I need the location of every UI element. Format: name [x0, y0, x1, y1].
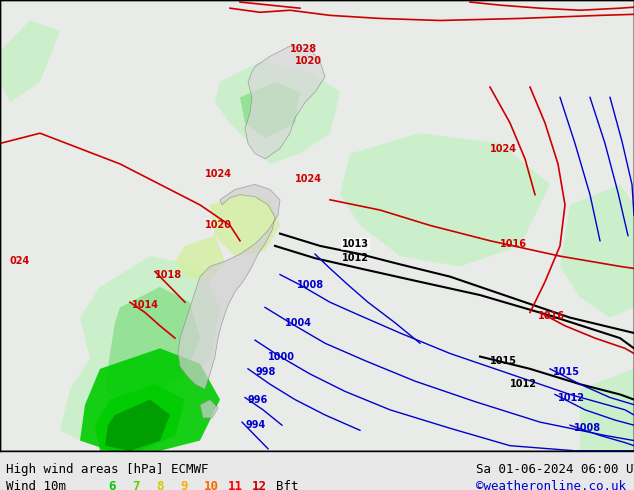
Text: 10: 10: [204, 480, 219, 490]
Polygon shape: [210, 195, 280, 256]
Polygon shape: [105, 399, 170, 451]
Text: 6: 6: [108, 480, 115, 490]
Text: 1008: 1008: [297, 280, 324, 290]
Text: 024: 024: [10, 256, 30, 266]
Text: 996: 996: [248, 394, 268, 405]
Text: ©weatheronline.co.uk: ©weatheronline.co.uk: [476, 480, 626, 490]
Text: 12: 12: [252, 480, 268, 490]
Text: 1018: 1018: [155, 270, 182, 280]
Text: 1015: 1015: [490, 356, 517, 366]
Text: 1016: 1016: [500, 239, 527, 249]
Text: 8: 8: [156, 480, 164, 490]
Polygon shape: [60, 256, 220, 441]
Text: 1008: 1008: [574, 423, 601, 433]
Text: Wind 10m: Wind 10m: [6, 480, 67, 490]
Text: 1012: 1012: [342, 253, 369, 263]
Polygon shape: [105, 287, 200, 405]
Text: 11: 11: [228, 480, 243, 490]
Polygon shape: [340, 133, 550, 267]
Text: High wind areas [hPa] ECMWF: High wind areas [hPa] ECMWF: [6, 463, 209, 476]
Text: 1016: 1016: [538, 311, 565, 320]
Text: 1004: 1004: [285, 318, 312, 328]
Polygon shape: [560, 184, 634, 318]
Polygon shape: [0, 21, 60, 102]
Text: 7: 7: [132, 480, 139, 490]
Polygon shape: [175, 236, 225, 282]
Text: 1013: 1013: [342, 239, 369, 249]
Polygon shape: [95, 384, 185, 451]
Text: 1024: 1024: [295, 174, 322, 184]
Polygon shape: [80, 348, 220, 451]
Polygon shape: [240, 82, 300, 138]
Polygon shape: [215, 61, 340, 164]
Text: Bft: Bft: [276, 480, 299, 490]
Text: 1015: 1015: [553, 367, 580, 377]
Text: 998: 998: [255, 367, 275, 377]
Text: 1020: 1020: [295, 56, 322, 67]
Polygon shape: [178, 184, 280, 390]
Text: 9: 9: [180, 480, 188, 490]
Text: 1014: 1014: [132, 300, 159, 310]
Polygon shape: [245, 46, 325, 159]
Text: 1020: 1020: [205, 220, 232, 230]
Text: 994: 994: [245, 420, 265, 430]
Polygon shape: [580, 369, 634, 451]
Text: Sa 01-06-2024 06:00 UTC (18+36): Sa 01-06-2024 06:00 UTC (18+36): [476, 463, 634, 476]
Text: 1000: 1000: [268, 351, 295, 362]
Text: 1024: 1024: [205, 169, 232, 179]
Text: 1012: 1012: [558, 392, 585, 402]
Text: 1028: 1028: [290, 44, 317, 54]
Text: 1012: 1012: [510, 379, 537, 389]
Text: 1024: 1024: [490, 144, 517, 153]
Polygon shape: [200, 399, 218, 418]
